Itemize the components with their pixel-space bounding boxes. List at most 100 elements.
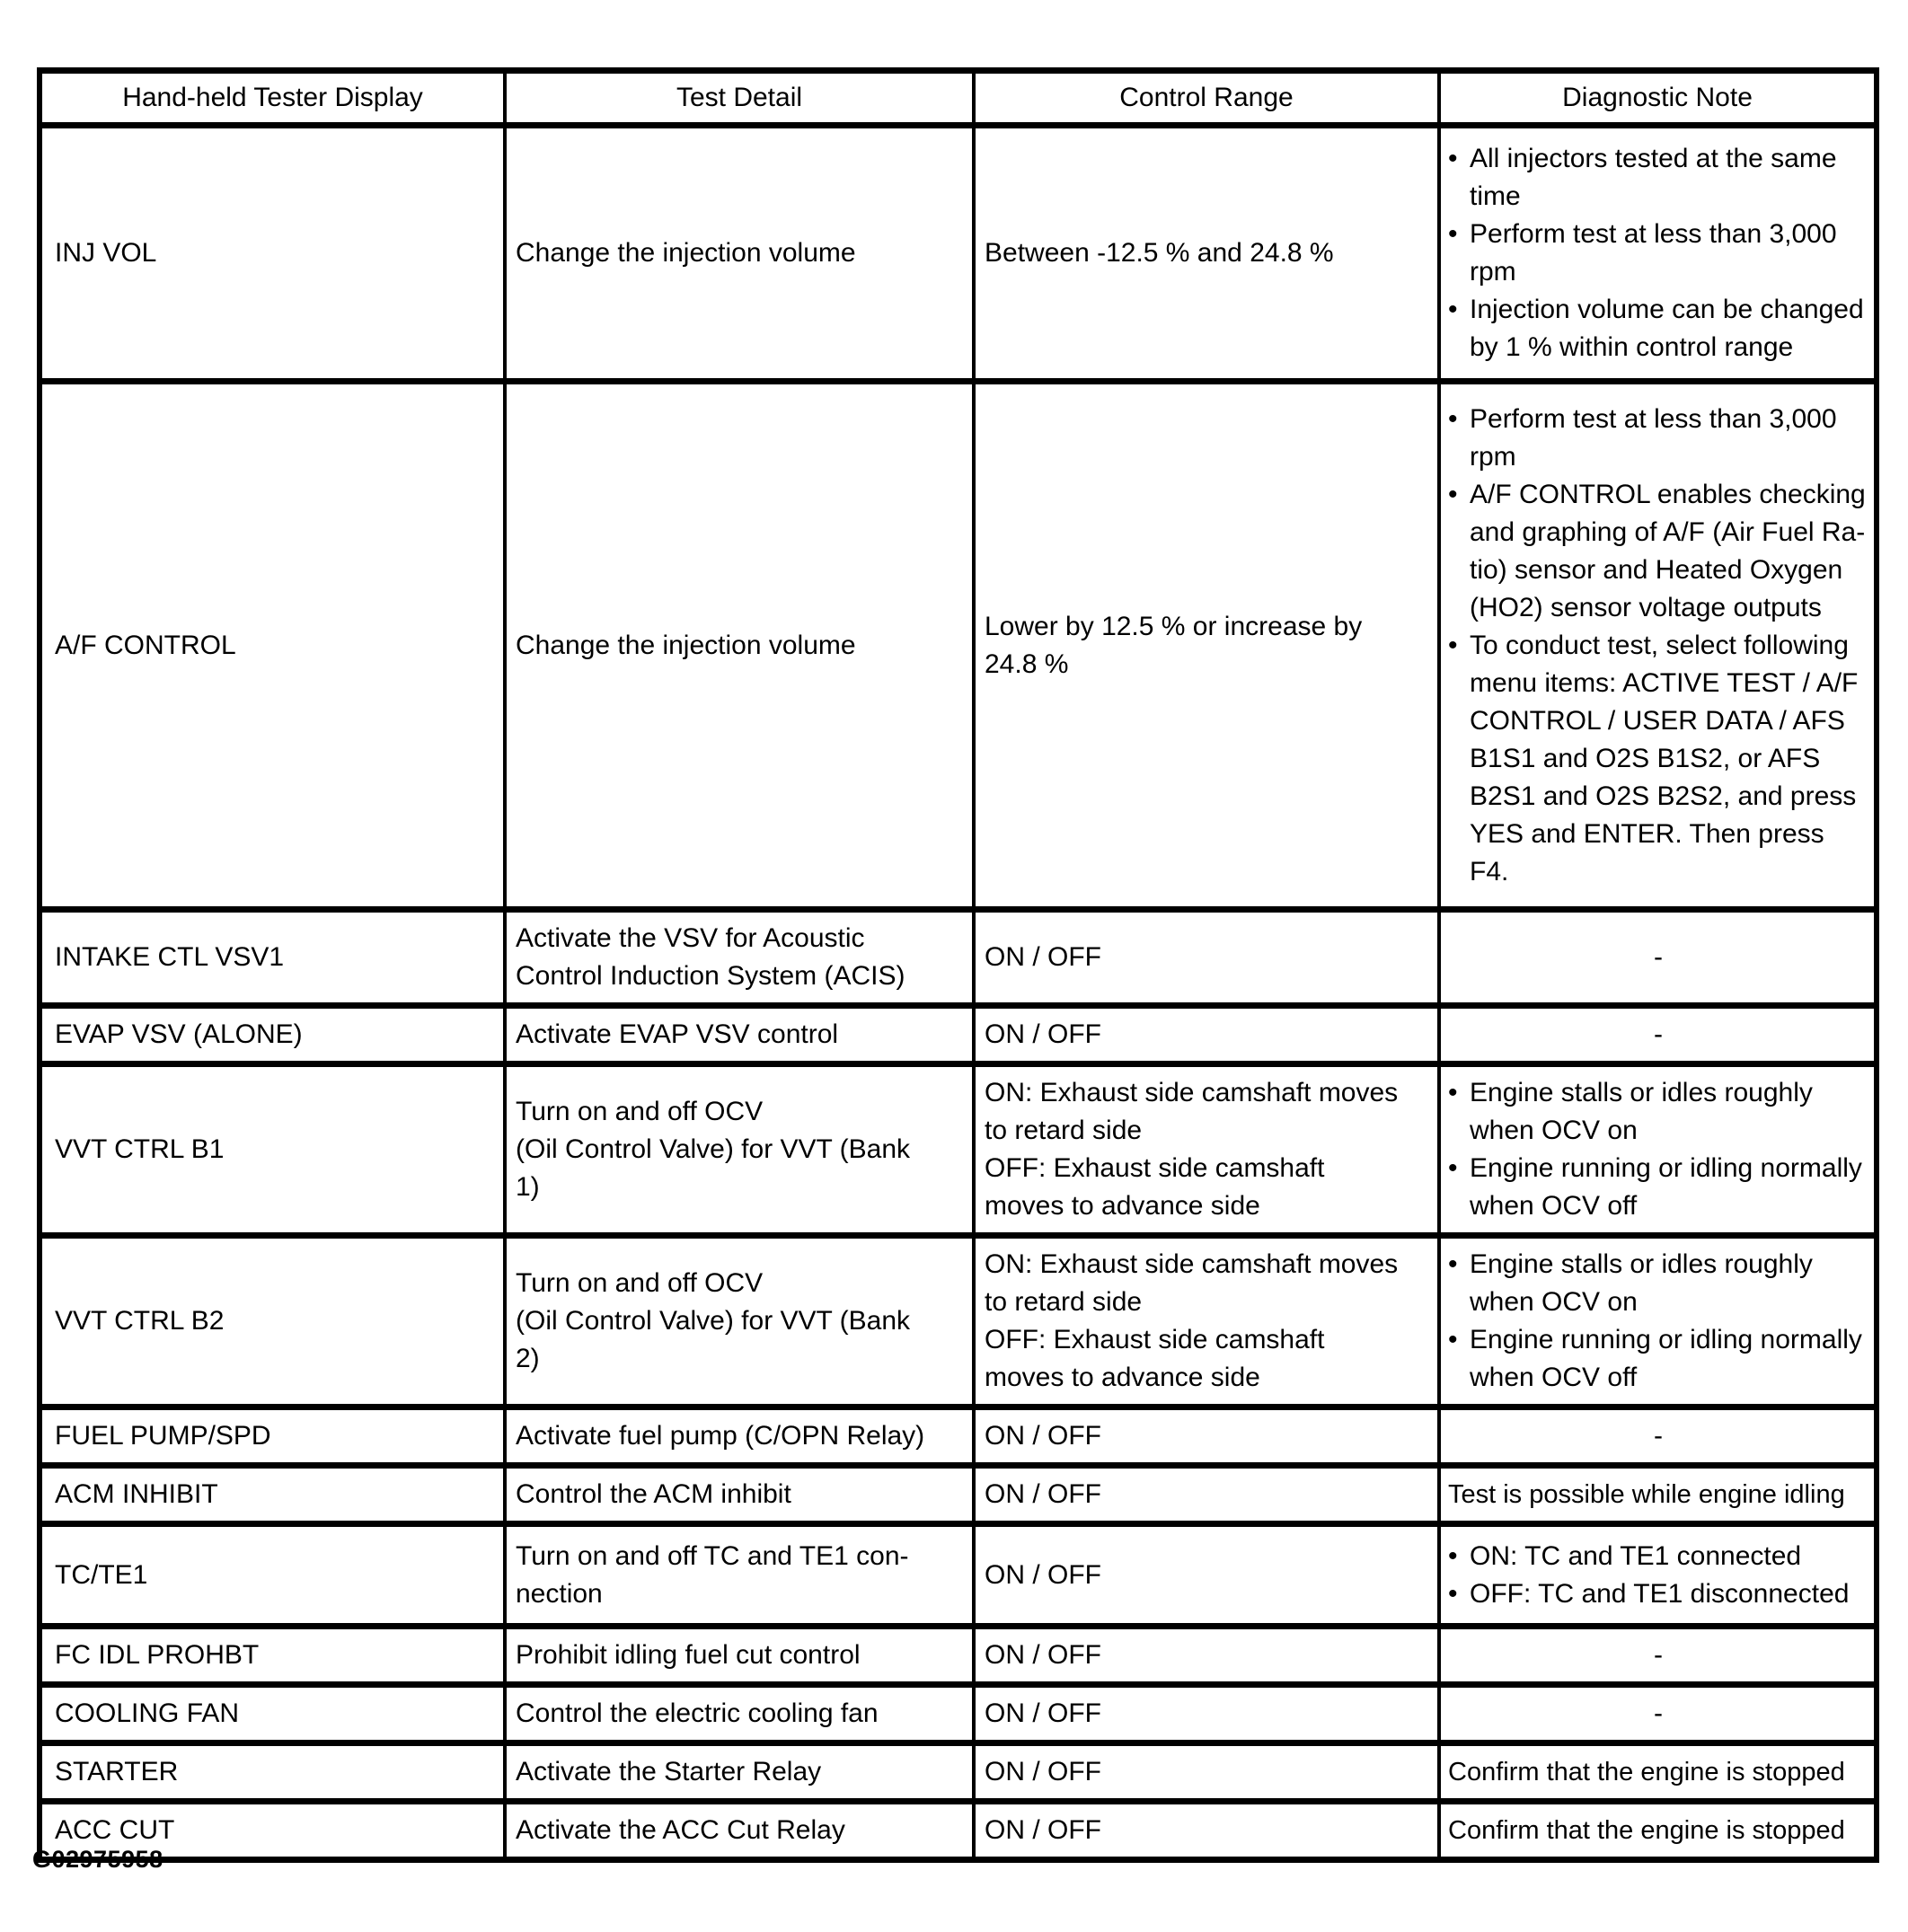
bullet-dot-icon: • <box>1448 144 1458 173</box>
note-bullet: • ON: TC and TE1 connected <box>1448 1538 1868 1575</box>
note-bullet: • Engine running or idling normally when … <box>1448 1150 1868 1225</box>
note-text: Test is possible while engine idling <box>1448 1480 1845 1509</box>
note-text: - <box>1654 1019 1663 1049</box>
cell-test-detail: Turn on and off OCV (Oil Control Valve) … <box>503 1232 976 1410</box>
cell-test-detail: Activate the ACC Cut Relay <box>503 1798 976 1863</box>
cell-control-range: ON / OFF <box>972 1404 1441 1469</box>
diagnostic-table: Hand-held Tester Display Test Detail Con… <box>37 67 1879 1863</box>
cell-tester-display: INJ VOL <box>38 122 507 384</box>
cell-test-detail: Activate EVAP VSV control <box>503 1002 976 1067</box>
table-row: VVT CTRL B2 Turn on and off OCV (Oil Con… <box>38 1232 1878 1410</box>
note-bullet-text: Engine stalls or idles roughly when OCV … <box>1470 1249 1813 1317</box>
note-bullet-text: Engine running or idling normally when O… <box>1470 1153 1862 1221</box>
cell-tester-display: FC IDL PROHBT <box>38 1623 507 1688</box>
note-bullet-list: • Engine stalls or idles roughly when OCV… <box>1448 1246 1868 1397</box>
table-row: A/F CONTROL Change the injection volume … <box>38 378 1878 913</box>
cell-diagnostic-note: - <box>1437 1404 1878 1469</box>
table-row: EVAP VSV (ALONE) Activate EVAP VSV contr… <box>38 1002 1878 1067</box>
bullet-dot-icon: • <box>1448 1249 1458 1279</box>
cell-control-range: ON / OFF <box>972 1002 1441 1067</box>
cell-diagnostic-note: Confirm that the engine is stopped <box>1437 1798 1878 1863</box>
bullet-dot-icon: • <box>1448 295 1458 324</box>
cell-control-range: ON / OFF <box>972 1462 1441 1527</box>
cell-tester-display: ACC CUT <box>38 1798 507 1863</box>
cell-control-range: ON / OFF <box>972 906 1441 1009</box>
cell-tester-display: COOLING FAN <box>38 1681 507 1746</box>
cell-control-range: ON / OFF <box>972 1798 1441 1863</box>
cell-test-detail: Activate the VSV for Acoustic Control In… <box>503 906 976 1009</box>
table-row: FUEL PUMP/SPD Activate fuel pump (C/OPN … <box>38 1404 1878 1469</box>
cell-control-range: ON / OFF <box>972 1681 1441 1746</box>
note-bullet: • OFF: TC and TE1 disconnected <box>1448 1575 1868 1613</box>
cell-test-detail: Activate the Starter Relay <box>503 1740 976 1804</box>
cell-control-range: Lower by 12.5 % or increase by 24.8 % <box>972 378 1441 913</box>
bullet-dot-icon: • <box>1448 1325 1458 1354</box>
cell-control-range: Between -12.5 % and 24.8 % <box>972 122 1441 384</box>
bullet-dot-icon: • <box>1448 1578 1458 1609</box>
note-bullet: • Engine running or idling normally when … <box>1448 1321 1868 1397</box>
column-header-diagnostic-note: Diagnostic Note <box>1437 67 1878 128</box>
note-text: - <box>1654 942 1663 972</box>
cell-tester-display: ACM INHIBIT <box>38 1462 507 1527</box>
cell-diagnostic-note: Confirm that the engine is stopped <box>1437 1740 1878 1804</box>
cell-control-range: ON / OFF <box>972 1740 1441 1804</box>
note-bullet: • All injectors tested at the same time <box>1448 140 1868 216</box>
cell-diagnostic-note: - <box>1437 1002 1878 1067</box>
note-bullet-text: A/F CONTROL enables checking and graphin… <box>1470 479 1866 622</box>
cell-test-detail: Change the injection volume <box>503 122 976 384</box>
cell-diagnostic-note: Test is possible while engine idling <box>1437 1462 1878 1527</box>
note-text: Confirm that the engine is stopped <box>1448 1758 1845 1786</box>
cell-control-range: ON: Exhaust side camshaft moves to retar… <box>972 1232 1441 1410</box>
table-row: INTAKE CTL VSV1 Activate the VSV for Aco… <box>38 906 1878 1009</box>
bullet-dot-icon: • <box>1448 630 1458 660</box>
cell-tester-display: TC/TE1 <box>38 1521 507 1629</box>
table-row: FC IDL PROHBT Prohibit idling fuel cut c… <box>38 1623 1878 1688</box>
note-bullet: • A/F CONTROL enables checking and graphi… <box>1448 476 1868 627</box>
cell-diagnostic-note: • ON: TC and TE1 connected • OFF: TC and TE… <box>1437 1521 1878 1629</box>
cell-tester-display: A/F CONTROL <box>38 378 507 913</box>
note-bullet: • To conduct test, select following menu … <box>1448 627 1868 891</box>
note-bullet: • Perform test at less than 3,000 rpm <box>1448 401 1868 476</box>
table-row: VVT CTRL B1 Turn on and off OCV (Oil Con… <box>38 1061 1878 1239</box>
note-text: - <box>1654 1640 1663 1670</box>
cell-tester-display: INTAKE CTL VSV1 <box>38 906 507 1009</box>
cell-test-detail: Change the injection volume <box>503 378 976 913</box>
note-bullet: • Perform test at less than 3,000 rpm <box>1448 216 1868 291</box>
cell-diagnostic-note: - <box>1437 906 1878 1009</box>
cell-test-detail: Prohibit idling fuel cut control <box>503 1623 976 1688</box>
note-text: - <box>1654 1698 1663 1728</box>
table-row: TC/TE1 Turn on and off TC and TE1 con- n… <box>38 1521 1878 1629</box>
cell-diagnostic-note: • Perform test at less than 3,000 rpm • A/F… <box>1437 378 1878 913</box>
table-row: ACC CUT Activate the ACC Cut Relay ON / … <box>38 1798 1878 1863</box>
cell-test-detail: Turn on and off OCV (Oil Control Valve) … <box>503 1061 976 1239</box>
note-bullet-text: Perform test at less than 3,000 rpm <box>1470 403 1837 472</box>
note-bullet-text: Injection volume can be changed by 1 % w… <box>1470 295 1864 362</box>
cell-diagnostic-note: • Engine stalls or idles roughly when OCV… <box>1437 1232 1878 1410</box>
cell-control-range: ON: Exhaust side camshaft moves to retar… <box>972 1061 1441 1239</box>
cell-diagnostic-note: • Engine stalls or idles roughly when OCV… <box>1437 1061 1878 1239</box>
note-bullet-list: • Perform test at less than 3,000 rpm • A/F… <box>1448 401 1868 891</box>
note-bullet-text: To conduct test, select following menu i… <box>1470 630 1859 887</box>
bullet-dot-icon: • <box>1448 1153 1458 1183</box>
column-header-control-range: Control Range <box>972 67 1441 128</box>
table-row: COOLING FAN Control the electric cooling… <box>38 1681 1878 1746</box>
cell-tester-display: EVAP VSV (ALONE) <box>38 1002 507 1067</box>
bullet-dot-icon: • <box>1448 1540 1458 1571</box>
table-row: INJ VOL Change the injection volume Betw… <box>38 122 1878 384</box>
note-bullet: • Injection volume can be changed by 1 % … <box>1448 291 1868 366</box>
note-bullet-list: • Engine stalls or idles roughly when OCV… <box>1448 1074 1868 1225</box>
column-header-test-detail: Test Detail <box>503 67 976 128</box>
note-bullet-text: OFF: TC and TE1 disconnected <box>1470 1578 1850 1609</box>
note-bullet: • Engine stalls or idles roughly when OCV… <box>1448 1246 1868 1321</box>
cell-tester-display: VVT CTRL B2 <box>38 1232 507 1410</box>
cell-diagnostic-note: - <box>1437 1623 1878 1688</box>
note-bullet-list: • ON: TC and TE1 connected • OFF: TC and TE… <box>1448 1538 1868 1613</box>
cell-tester-display: FUEL PUMP/SPD <box>38 1404 507 1469</box>
note-bullet-text: Engine stalls or idles roughly when OCV … <box>1470 1078 1813 1145</box>
cell-control-range: ON / OFF <box>972 1623 1441 1688</box>
note-text: Confirm that the engine is stopped <box>1448 1816 1845 1845</box>
bullet-dot-icon: • <box>1448 403 1458 434</box>
cell-test-detail: Turn on and off TC and TE1 con- nection <box>503 1521 976 1629</box>
note-bullet-text: ON: TC and TE1 connected <box>1470 1540 1802 1571</box>
